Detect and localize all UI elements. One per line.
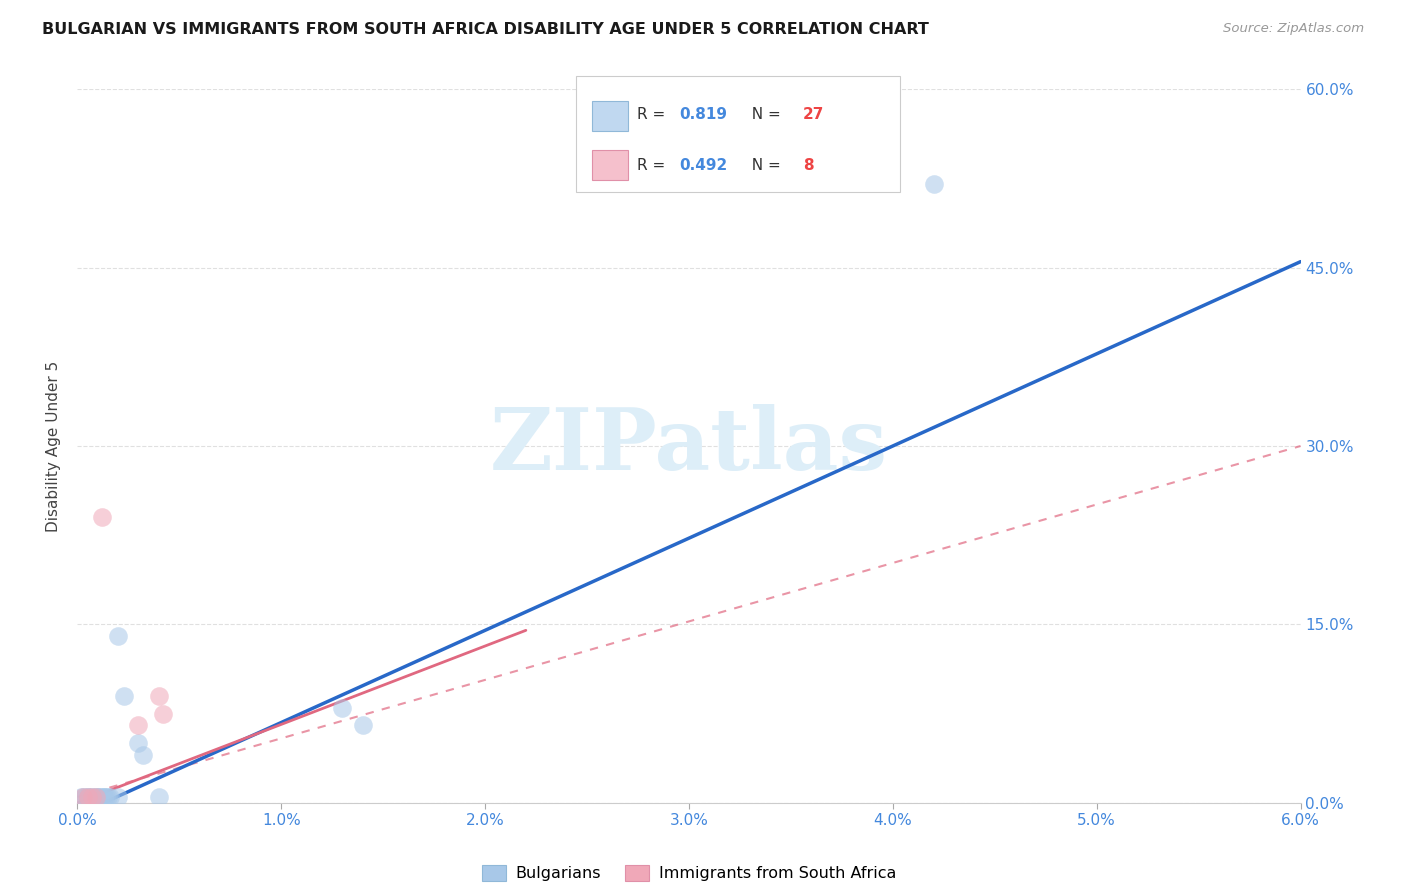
Point — [72, 789, 94, 804]
Point — [76, 789, 98, 804]
Point — [112, 689, 135, 703]
Point — [90, 510, 112, 524]
Text: 27: 27 — [803, 107, 824, 121]
Text: N =: N = — [742, 158, 786, 172]
Text: 0.492: 0.492 — [679, 158, 727, 172]
Text: R =: R = — [637, 158, 671, 172]
Point — [76, 789, 98, 804]
Point — [148, 689, 170, 703]
Legend: Bulgarians, Immigrants from South Africa: Bulgarians, Immigrants from South Africa — [475, 858, 903, 888]
Point — [87, 789, 110, 804]
Text: N =: N = — [742, 107, 786, 121]
Point — [152, 706, 174, 721]
Point — [98, 789, 121, 804]
Point — [90, 789, 112, 804]
Y-axis label: Disability Age Under 5: Disability Age Under 5 — [46, 360, 62, 532]
Point — [131, 748, 153, 763]
Point — [107, 629, 129, 643]
Point — [87, 789, 110, 804]
Point — [72, 789, 94, 804]
Point — [97, 789, 120, 804]
Text: R =: R = — [637, 107, 671, 121]
Point — [93, 789, 115, 804]
Text: ZIPatlas: ZIPatlas — [489, 404, 889, 488]
Point — [148, 789, 170, 804]
Point — [80, 789, 103, 804]
Point — [94, 789, 117, 804]
Point — [80, 789, 103, 804]
Point — [79, 789, 101, 804]
Point — [89, 789, 111, 804]
Point — [76, 789, 98, 804]
Point — [922, 178, 945, 192]
Point — [128, 736, 150, 750]
Text: Source: ZipAtlas.com: Source: ZipAtlas.com — [1223, 22, 1364, 36]
Point — [128, 718, 150, 732]
Text: 8: 8 — [803, 158, 814, 172]
Point — [70, 789, 93, 804]
Point — [84, 789, 107, 804]
Point — [107, 789, 129, 804]
Point — [75, 789, 97, 804]
Point — [83, 789, 105, 804]
Point — [84, 789, 107, 804]
Text: BULGARIAN VS IMMIGRANTS FROM SOUTH AFRICA DISABILITY AGE UNDER 5 CORRELATION CHA: BULGARIAN VS IMMIGRANTS FROM SOUTH AFRIC… — [42, 22, 929, 37]
Point — [93, 789, 115, 804]
Point — [352, 718, 374, 732]
Point — [332, 700, 354, 714]
Text: 0.819: 0.819 — [679, 107, 727, 121]
